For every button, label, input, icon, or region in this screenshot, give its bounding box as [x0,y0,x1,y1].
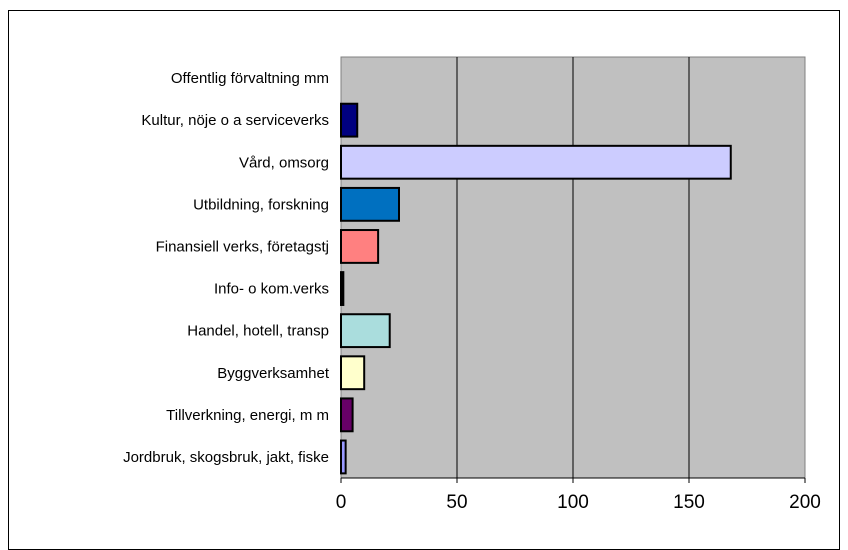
category-label: Handel, hotell, transp [187,323,329,340]
x-axis-ticks: 0 50 100 150 200 [336,477,821,513]
horizontal-bar-chart: Offentlig förvaltning mm Kultur, nöje o a… [123,56,821,513]
category-label: Utbildning, forskning [193,196,329,213]
category-labels: Offentlig förvaltning mm Kultur, nöje o a… [123,70,330,466]
category-label: Tillverkning, energi, m m [166,407,329,424]
category-label: Byggverksamhet [217,365,330,382]
x-tick-label: 0 [336,492,347,513]
category-label: Offentlig förvaltning mm [171,70,329,87]
bar [340,186,400,222]
category-label: Jordbruk, skogsbruk, jakt, fiske [123,449,329,466]
category-label: Kultur, nöje o a serviceverks [141,112,329,129]
bar [340,229,380,264]
x-tick-label: 200 [789,492,821,513]
x-tick-label: 50 [446,492,467,513]
bar [340,439,347,475]
category-label: Info- o kom.verks [214,281,329,298]
bar [340,102,359,138]
bar [340,397,354,433]
x-tick-label: 150 [673,492,705,513]
category-label: Finansiell verks, företagstj [156,238,329,255]
bar [340,271,345,306]
bars [340,102,732,475]
bar [340,144,732,180]
x-tick-label: 100 [557,492,589,513]
category-label: Vård, omsorg [239,154,329,171]
bar [340,313,391,349]
bar [340,355,366,391]
plot-area [340,56,806,479]
